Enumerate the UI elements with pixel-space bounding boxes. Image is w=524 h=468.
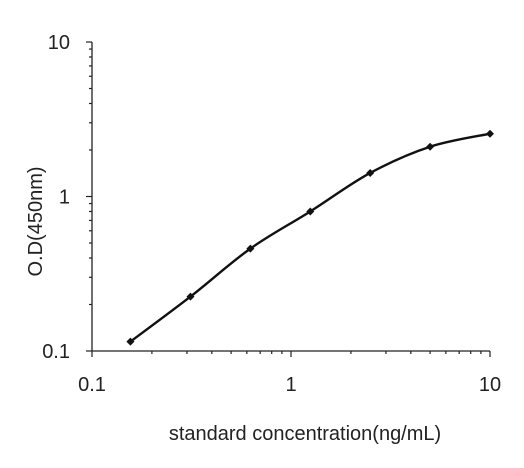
data-point — [186, 292, 195, 301]
data-point — [306, 207, 315, 216]
x-axis-title: standard concentration(ng/mL) — [169, 423, 441, 445]
x-tick-label: 0.1 — [78, 374, 106, 396]
data-point — [126, 337, 135, 346]
y-tick-label: 0.1 — [42, 341, 70, 363]
data-point — [366, 168, 375, 177]
ticks: 0.1 1 10 0.1 1 10 — [42, 32, 501, 396]
x-tick-label: 10 — [479, 374, 501, 396]
y-tick-label: 1 — [59, 187, 70, 209]
series-line — [129, 132, 491, 343]
series — [126, 129, 494, 346]
y-axis-title: O.D(450nm) — [25, 166, 47, 276]
y-tick-label: 10 — [48, 32, 70, 54]
data-point — [486, 129, 494, 138]
data-point — [426, 142, 435, 151]
data-point — [246, 244, 255, 253]
x-tick-label: 1 — [285, 374, 296, 396]
axes — [91, 42, 490, 352]
